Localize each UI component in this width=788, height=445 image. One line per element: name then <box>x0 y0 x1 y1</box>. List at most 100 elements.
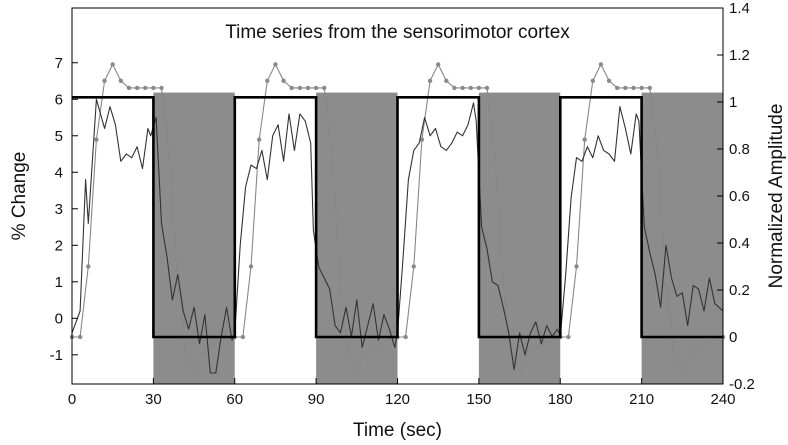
model-response-point <box>94 137 99 142</box>
model-response-point <box>623 85 628 91</box>
model-response-point <box>435 62 441 67</box>
model-response-point <box>647 85 652 91</box>
model-response-point <box>167 156 172 161</box>
model-response-point <box>200 351 205 356</box>
model-response-point <box>525 351 530 356</box>
model-response-point <box>118 78 124 84</box>
shaded-block <box>478 92 561 384</box>
model-response-point <box>77 334 83 340</box>
model-response-point <box>86 264 91 269</box>
model-response-point <box>411 264 416 269</box>
model-response-point <box>680 367 685 373</box>
model-response-point <box>338 283 343 288</box>
y-left-tick-label: 0 <box>55 310 63 327</box>
chart-title: Time series from the sensorimotor cortex <box>225 22 570 43</box>
y-right-tick-label: 0.6 <box>729 188 750 205</box>
model-response-point <box>566 334 571 340</box>
y-left-tick-label: 7 <box>55 55 63 72</box>
shaded-block <box>641 92 723 384</box>
model-response-point <box>501 283 506 288</box>
model-response-point <box>110 62 115 67</box>
model-response-point <box>159 85 164 91</box>
model-response-point <box>281 78 286 84</box>
model-response-point <box>305 85 311 91</box>
model-response-point <box>379 341 384 347</box>
x-axis-label: Time (sec) <box>353 420 442 441</box>
shaded-blocks <box>153 92 723 384</box>
y-left-tick-label: 2 <box>55 237 63 254</box>
model-response-point <box>256 137 262 142</box>
model-response-point <box>582 137 587 142</box>
y-right-tick-label: 1.4 <box>729 0 750 17</box>
model-response-point <box>460 85 465 91</box>
y-right-tick-label: 0 <box>729 329 737 346</box>
shaded-block <box>316 92 398 384</box>
model-response-point <box>671 351 677 356</box>
x-tick-label: 120 <box>385 391 410 408</box>
model-response-point <box>574 264 579 269</box>
model-response-point <box>476 85 482 91</box>
model-response-point <box>240 334 246 340</box>
model-response-point <box>102 78 107 84</box>
model-response-point <box>354 367 360 373</box>
model-response-point <box>403 334 408 340</box>
model-response-point <box>419 137 425 142</box>
x-tick-label: 150 <box>466 391 491 408</box>
y-right-tick-label: 1 <box>729 94 737 111</box>
y-right-tick-label: -0.2 <box>729 376 755 393</box>
boxcar-series <box>72 96 723 339</box>
model-response-point <box>444 78 449 84</box>
model-response-point <box>639 85 644 91</box>
model-response-point <box>151 85 156 91</box>
x-tick-label: 90 <box>308 391 325 408</box>
model-response-point <box>362 351 368 356</box>
model-response-point <box>183 351 189 356</box>
model-response-point <box>134 85 140 91</box>
x-tick-label: 30 <box>145 391 162 408</box>
model-response-point <box>265 78 270 84</box>
y-left-tick-label: 5 <box>55 128 63 145</box>
model-response-point <box>615 85 620 91</box>
y-right-tick-label: 0.4 <box>729 235 750 252</box>
x-tick-label: 180 <box>548 391 573 408</box>
x-tick-label: 240 <box>710 391 735 408</box>
model-response-point <box>208 344 213 349</box>
model-response-point <box>655 156 661 161</box>
model-response-point <box>663 283 669 288</box>
model-response-point <box>484 85 490 91</box>
y-left-tick-label: 4 <box>55 164 63 181</box>
model-response-point <box>704 341 709 347</box>
model-response-point <box>126 85 132 91</box>
y-axis-label-left: % Change <box>9 152 30 241</box>
y-right-tick-label: 1.2 <box>729 47 750 64</box>
model-response-point <box>688 351 693 356</box>
model-response-point <box>468 85 473 91</box>
y-right-tick-label: 0.8 <box>729 141 750 158</box>
model-response-point <box>370 344 376 349</box>
model-response-point <box>598 62 604 67</box>
y-left-tick-label: 3 <box>55 201 63 218</box>
model-response-point <box>143 85 148 91</box>
y-left-tick-label: 6 <box>55 91 63 108</box>
x-tick-label: 60 <box>226 391 243 408</box>
y-left-tick-label: 1 <box>55 274 63 291</box>
model-response-point <box>631 85 636 91</box>
boxcar-line <box>72 96 723 339</box>
model-response-point <box>427 78 433 84</box>
axis-ticks: 0 30 60 90 120 150 180 210 240 -1 0 1 2 3 4 5 6 7 -0.2 0 0.2… <box>50 0 755 408</box>
model-response-point <box>297 85 303 91</box>
y-left-tick-label: -1 <box>50 347 63 364</box>
model-response-point <box>289 85 294 91</box>
x-tick-label: 210 <box>629 391 654 408</box>
model-response-point <box>533 344 539 349</box>
model-response-point <box>452 85 457 91</box>
model-response-point <box>696 344 701 349</box>
model-response-point <box>322 85 327 91</box>
model-response-point <box>606 78 612 84</box>
model-response-point <box>590 78 595 84</box>
model-response-point <box>248 264 254 269</box>
model-response-point <box>541 341 547 347</box>
model-response-point <box>492 156 498 161</box>
shaded-block <box>153 92 235 384</box>
